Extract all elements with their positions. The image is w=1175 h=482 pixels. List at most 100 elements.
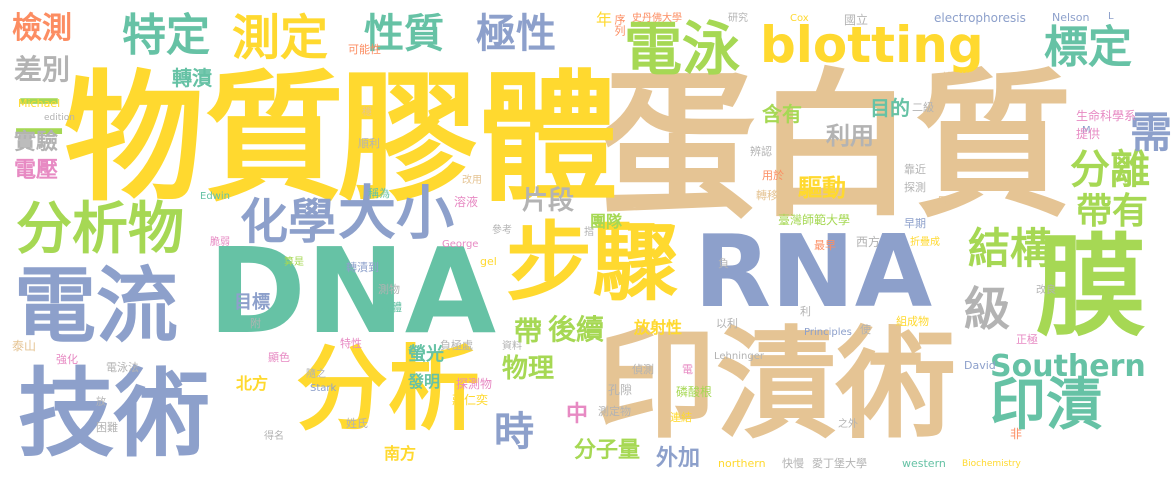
word: edition — [44, 113, 75, 123]
word: 轉移 — [756, 189, 778, 202]
word: 得名 — [264, 431, 284, 442]
word: M — [1082, 125, 1091, 136]
word: 強化 — [56, 353, 78, 366]
word: 性質 — [364, 11, 444, 57]
word: 溶液 — [454, 195, 479, 209]
word: 放射性 — [634, 318, 683, 337]
word: 用於 — [762, 169, 784, 182]
word: Michael — [18, 97, 61, 110]
word: 極性 — [476, 11, 556, 57]
word: 標定 — [1044, 22, 1132, 73]
word: RNA — [694, 213, 933, 330]
word: 需 — [1130, 108, 1173, 157]
word: 指 — [584, 227, 594, 238]
word: 目的 — [870, 96, 910, 120]
word: 莊仁奕 — [452, 393, 489, 407]
word: 探測 — [904, 181, 926, 194]
word: 外加 — [656, 446, 701, 471]
word: 檢測 — [12, 11, 72, 46]
word: 膠體 — [338, 58, 619, 221]
word: 脆弱 — [210, 237, 230, 248]
word: 片段 — [522, 186, 575, 216]
word: 電泳 — [624, 15, 741, 83]
word: DNA — [208, 222, 497, 360]
word: 測物 — [378, 283, 400, 296]
word: 附 — [250, 317, 261, 330]
word: Cox — [790, 13, 809, 24]
word: 化學 — [240, 194, 337, 250]
word: 研究 — [728, 13, 748, 24]
word: 檢測物 — [942, 71, 975, 84]
word: 負 — [718, 257, 729, 270]
word: L — [1108, 11, 1114, 22]
word: 特性 — [340, 337, 362, 350]
word: 測定 — [232, 10, 329, 66]
word: 之外 — [838, 419, 858, 430]
word: 南方 — [384, 444, 417, 463]
word: western — [902, 457, 946, 470]
word: 稱為 — [368, 187, 390, 200]
word: 實驗 — [14, 130, 59, 155]
word: 膜 — [1036, 223, 1146, 351]
word: 姓氏 — [346, 417, 368, 430]
word: 物理 — [502, 354, 555, 384]
word: 含有 — [762, 102, 802, 126]
word: 最早 — [814, 239, 836, 252]
word: 蛋白質 — [598, 55, 1072, 239]
word: 年 — [596, 10, 613, 29]
word: 結構 — [968, 224, 1053, 273]
word: electrophoresis — [934, 11, 1026, 25]
word: 正極 — [1016, 333, 1038, 346]
word: 提供 — [1076, 127, 1101, 141]
word: 顯色 — [268, 351, 290, 364]
word: 帶 — [514, 315, 543, 348]
word: 電 — [682, 363, 693, 376]
word: 分離 — [1070, 147, 1150, 193]
word: 中 — [566, 402, 589, 427]
word: 使 — [860, 323, 871, 336]
word: northern — [718, 457, 766, 470]
word: 困難 — [96, 421, 118, 434]
word: 大小 — [338, 179, 455, 247]
word: 轉漬 — [172, 66, 212, 90]
word: George — [442, 239, 479, 250]
word: 負極處 — [440, 339, 473, 352]
word: gel — [480, 255, 497, 268]
word: 轉漬到 — [346, 261, 379, 274]
word: 可能性 — [348, 43, 381, 56]
word: blotting — [760, 16, 984, 74]
word: 泰山 — [12, 339, 37, 353]
word: 磷酸根 — [676, 385, 713, 399]
word: 團隊 — [590, 212, 623, 231]
word: 改用 — [462, 175, 482, 186]
word: 隨之 — [306, 369, 326, 380]
word: 序列 — [613, 14, 626, 36]
word: 電壓 — [14, 158, 59, 183]
word: 測定物 — [598, 405, 631, 418]
word: 參考 — [492, 225, 512, 236]
word: Lehninger — [714, 351, 764, 362]
word: 分析物 — [16, 197, 184, 262]
word: 折疊成 — [910, 237, 940, 248]
word: 早期 — [904, 217, 926, 230]
word: 目標 — [234, 292, 270, 313]
word: 抗體 — [380, 301, 402, 314]
word: 非 — [1010, 427, 1023, 441]
word: 驅動 — [798, 174, 846, 202]
word: Biochemistry — [962, 459, 1021, 469]
word: 放 — [96, 397, 106, 408]
word: 同理 — [938, 195, 960, 208]
word: 利 — [800, 305, 811, 318]
word: 時 — [494, 409, 534, 455]
word: 步驟 — [506, 213, 678, 313]
word: 印漬術 — [596, 316, 956, 455]
word: Principles — [804, 327, 852, 338]
word: 穩 — [362, 107, 372, 118]
word: 資料 — [502, 341, 522, 352]
word: 利用 — [826, 122, 874, 150]
word: 偵測 — [632, 363, 654, 376]
word: 連結 — [670, 411, 692, 424]
word: 靠近 — [904, 163, 926, 176]
word: Nelson — [1052, 11, 1090, 24]
